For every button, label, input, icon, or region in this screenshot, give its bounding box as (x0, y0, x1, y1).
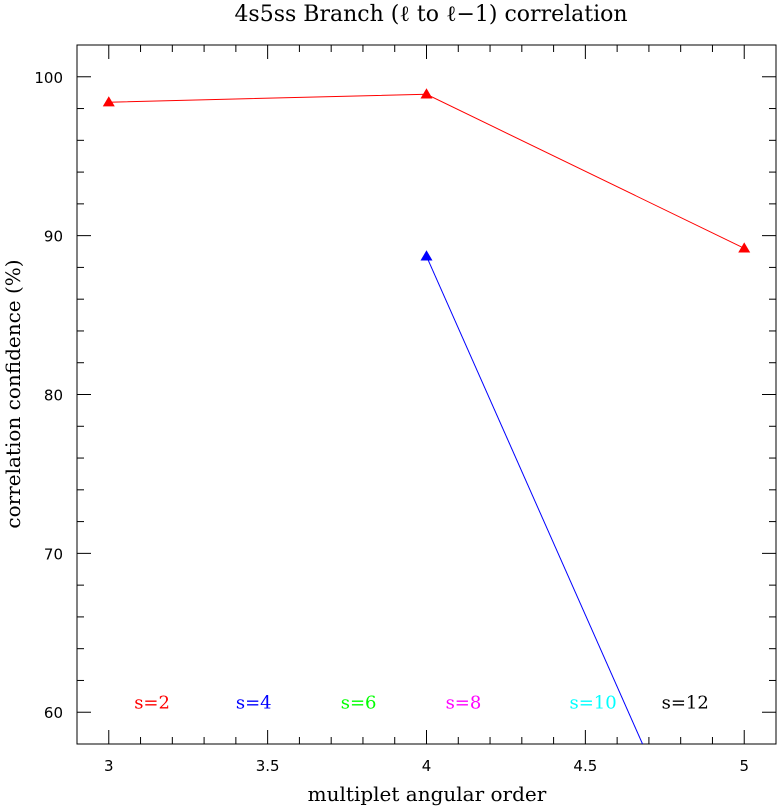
x-tick-label: 3 (104, 757, 114, 775)
legend-label: s=6 (341, 693, 377, 714)
series-line-s=2 (108, 93, 745, 249)
x-tick-label: 3.5 (256, 757, 280, 775)
y-tick-label: 70 (44, 545, 63, 563)
legend: s=2 s=4 s=6 s=8 s=10 s=12 (134, 693, 709, 714)
series-layer (102, 88, 751, 744)
x-tick-label: 4 (422, 757, 432, 775)
data-point-s=2 (420, 88, 433, 99)
legend-label: s=4 (236, 693, 272, 714)
y-tick-label: 60 (44, 704, 63, 722)
y-axis-label: correlation confidence (%) (1, 259, 25, 528)
data-point-s=4 (420, 250, 433, 261)
y-tick-label: 80 (44, 387, 63, 405)
legend-label: s=8 (446, 693, 482, 714)
x-axis-label: multiplet angular order (308, 782, 547, 806)
axis-ticks: 3 3.5 4 4.5 5 60 70 80 90 100 (34, 45, 776, 775)
legend-label: s=12 (662, 693, 709, 714)
legend-label: s=10 (569, 693, 616, 714)
data-point-s=2 (102, 96, 115, 107)
plot-area (76, 44, 777, 745)
plot-frame (76, 44, 777, 745)
x-tick-label: 5 (739, 757, 749, 775)
legend-label: s=2 (134, 693, 170, 714)
chart-title: 4s5ss Branch (ℓ to ℓ−1) correlation (234, 2, 627, 27)
data-point-s=2 (738, 242, 751, 253)
x-tick-label: 4.5 (573, 757, 597, 775)
y-tick-label: 90 (44, 228, 63, 246)
series-line-s=4 (426, 256, 644, 744)
y-tick-label: 100 (34, 69, 63, 87)
